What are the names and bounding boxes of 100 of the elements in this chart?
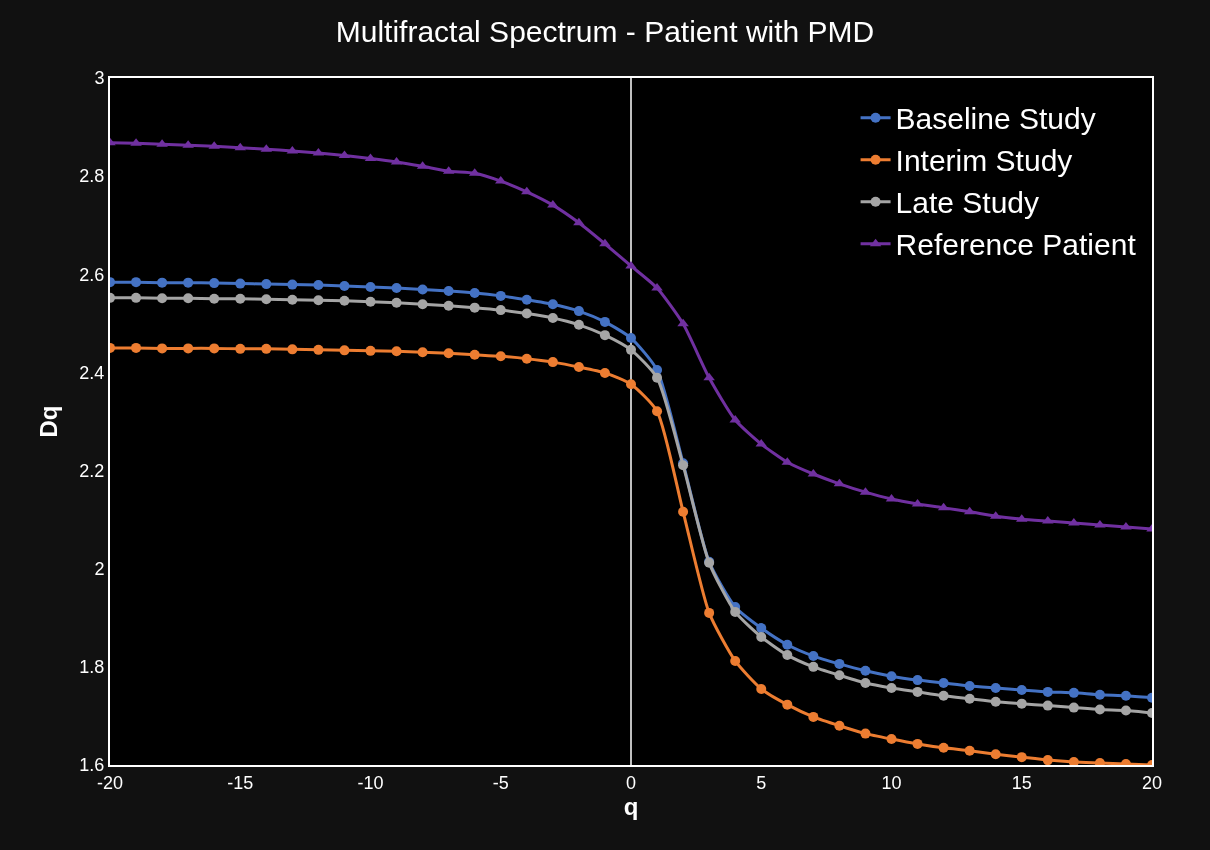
point [339, 281, 350, 292]
x-tick-label: -10 [357, 772, 384, 793]
point [652, 406, 663, 417]
point [599, 238, 611, 247]
point [808, 651, 819, 662]
point [938, 742, 949, 753]
y-tick-label: 2.4 [79, 362, 105, 383]
point [469, 287, 480, 298]
point [599, 367, 610, 378]
point [1120, 690, 1131, 701]
point [782, 639, 793, 650]
x-tick-label: 5 [756, 772, 767, 793]
point [964, 745, 975, 756]
point [886, 682, 897, 693]
point [417, 284, 428, 295]
legend-label: Late Study [895, 186, 1040, 220]
x-tick-label: 20 [1141, 772, 1163, 793]
point [391, 297, 402, 308]
point [157, 343, 168, 354]
point [1094, 689, 1105, 700]
point [365, 282, 376, 293]
point [834, 658, 845, 669]
x-tick-label: -15 [227, 772, 254, 793]
point [860, 678, 871, 689]
point [678, 506, 689, 517]
point [235, 343, 246, 354]
point [261, 294, 272, 305]
point [417, 299, 428, 310]
point [573, 319, 584, 330]
point [964, 681, 975, 691]
point [990, 682, 1001, 693]
point [261, 343, 272, 354]
point [261, 279, 272, 290]
point [808, 711, 819, 722]
point [547, 299, 558, 310]
point [1094, 704, 1105, 715]
point [417, 347, 428, 358]
x-tick-label: -5 [492, 772, 509, 793]
point [1042, 755, 1053, 765]
point [209, 278, 220, 289]
point [287, 294, 298, 305]
point [313, 295, 324, 306]
legend-label: Interim Study [895, 144, 1073, 178]
point [990, 749, 1001, 760]
point [521, 308, 532, 319]
y-tick-label: 2 [94, 559, 105, 580]
point [1016, 698, 1027, 709]
point [1016, 752, 1027, 763]
point [886, 733, 897, 744]
point [652, 372, 663, 383]
point [183, 277, 194, 288]
point [469, 302, 480, 313]
point [521, 353, 532, 364]
point [1042, 700, 1053, 711]
point [573, 306, 584, 317]
point [834, 720, 845, 731]
x-tick-label: 0 [625, 772, 637, 793]
point [626, 379, 636, 390]
point [599, 316, 610, 327]
point [912, 675, 923, 686]
x-tick-label: 10 [881, 772, 902, 793]
point [209, 343, 220, 354]
point [808, 661, 819, 672]
point [391, 283, 402, 294]
y-tick-label: 2.2 [79, 460, 105, 481]
legend-label: Baseline Study [895, 102, 1096, 136]
point [547, 357, 558, 368]
point [365, 296, 376, 307]
x-axis-title: q [623, 792, 639, 820]
point [1068, 687, 1079, 698]
legend-label: Reference Patient [895, 228, 1137, 262]
point [860, 728, 871, 739]
point [469, 349, 480, 360]
point [287, 344, 298, 355]
point [495, 305, 506, 316]
point [131, 277, 142, 288]
point [730, 606, 741, 617]
point [730, 655, 741, 666]
point [756, 683, 767, 694]
point [365, 345, 376, 356]
point [339, 295, 350, 306]
point [235, 278, 246, 289]
point [391, 346, 402, 357]
point [495, 351, 506, 362]
point [964, 693, 975, 704]
point [547, 312, 558, 323]
point [756, 623, 767, 634]
point [443, 300, 454, 311]
point [157, 277, 168, 288]
point [1068, 702, 1079, 713]
y-tick-label: 1.8 [79, 657, 105, 678]
point [626, 344, 636, 355]
point [521, 294, 532, 305]
y-tick-label: 3 [94, 68, 105, 89]
point [990, 696, 1001, 707]
x-tick-label: 15 [1011, 772, 1032, 793]
point [704, 607, 715, 618]
y-axis-title: Dq [34, 405, 62, 438]
point [443, 348, 454, 359]
point [860, 665, 871, 676]
